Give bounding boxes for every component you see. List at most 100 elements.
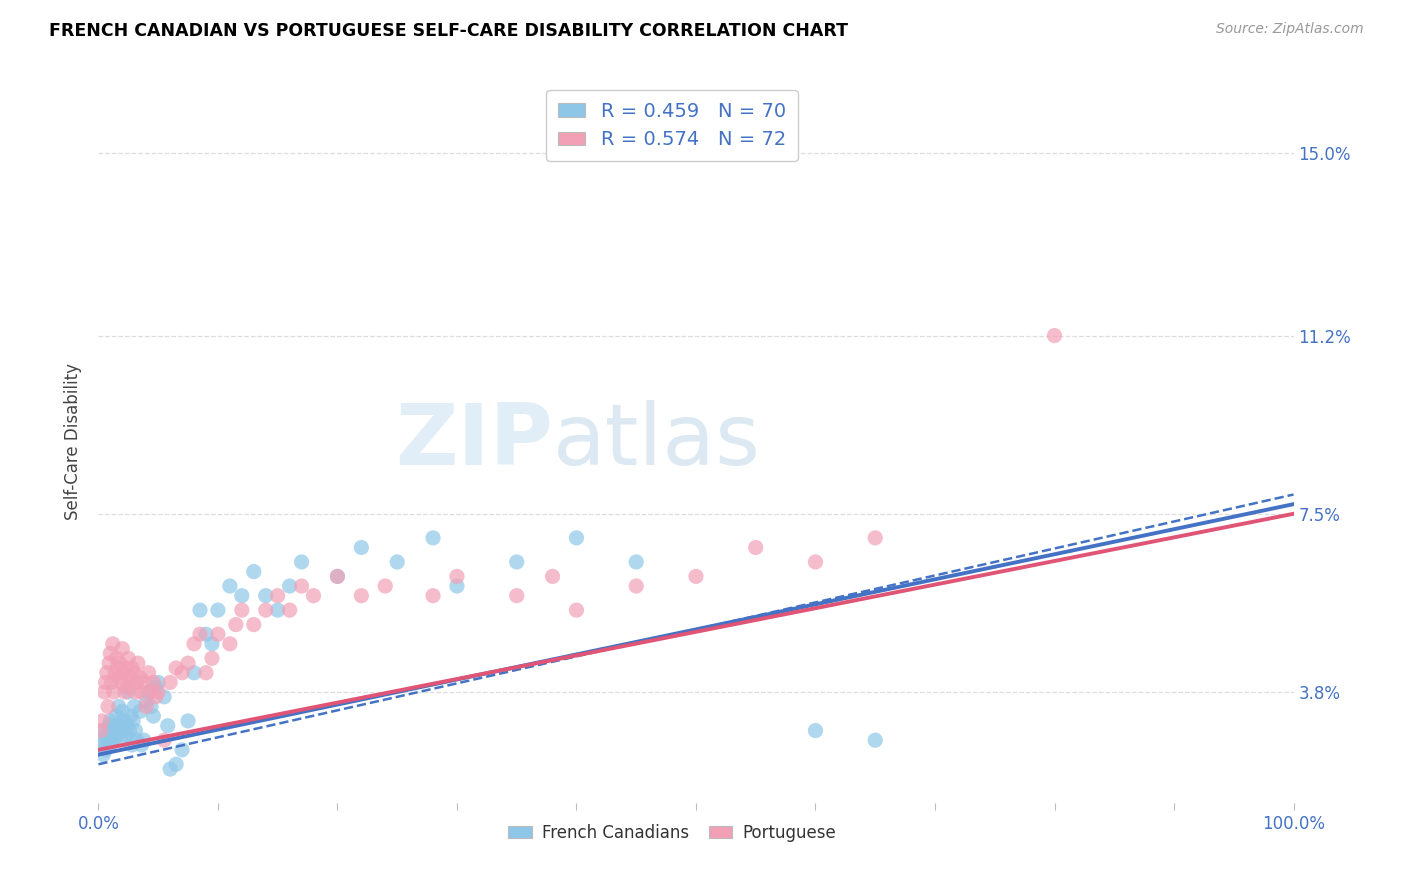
Point: [446, 579, 468, 593]
Point: [90, 723, 112, 738]
Point: [207, 603, 229, 617]
Point: [97, 699, 120, 714]
Point: [225, 617, 247, 632]
Point: [93, 723, 115, 738]
Point: [506, 555, 529, 569]
Point: [148, 685, 170, 699]
Point: [148, 675, 170, 690]
Point: [254, 589, 277, 603]
Point: [291, 579, 314, 593]
Point: [112, 665, 135, 680]
Point: [626, 555, 648, 569]
Point: [100, 728, 122, 742]
Point: [96, 728, 118, 742]
Point: [254, 603, 277, 617]
Point: [267, 603, 290, 617]
Point: [104, 665, 127, 680]
Point: [177, 656, 200, 670]
Point: [145, 680, 167, 694]
Point: [201, 637, 224, 651]
Point: [131, 738, 153, 752]
Text: Source: ZipAtlas.com: Source: ZipAtlas.com: [1216, 22, 1364, 37]
Point: [129, 671, 152, 685]
Point: [541, 569, 564, 583]
Point: [685, 569, 707, 583]
Point: [219, 579, 242, 593]
Point: [93, 685, 115, 699]
Point: [105, 728, 128, 742]
Point: [108, 656, 131, 670]
Point: [118, 675, 141, 690]
Point: [98, 647, 122, 661]
Point: [101, 637, 124, 651]
Point: [195, 665, 218, 680]
Point: [165, 757, 187, 772]
Point: [115, 680, 138, 694]
Point: [231, 603, 253, 617]
Point: [91, 714, 114, 728]
Point: [103, 733, 125, 747]
Point: [98, 714, 122, 728]
Point: [165, 661, 187, 675]
Point: [159, 675, 181, 690]
Point: [120, 709, 142, 723]
Point: [107, 699, 129, 714]
Point: [94, 743, 117, 757]
Point: [326, 569, 349, 583]
Point: [177, 714, 200, 728]
Point: [188, 627, 211, 641]
Point: [565, 603, 588, 617]
Point: [115, 728, 138, 742]
Legend: French Canadians, Portuguese: French Canadians, Portuguese: [502, 817, 842, 848]
Point: [98, 738, 122, 752]
Point: [131, 685, 153, 699]
Text: ZIP: ZIP: [395, 400, 553, 483]
Point: [107, 661, 129, 675]
Point: [124, 665, 146, 680]
Point: [97, 733, 120, 747]
Point: [94, 675, 117, 690]
Point: [153, 733, 176, 747]
Point: [745, 541, 768, 555]
Point: [96, 665, 118, 680]
Point: [111, 704, 134, 718]
Point: [142, 709, 165, 723]
Point: [422, 589, 444, 603]
Point: [124, 699, 146, 714]
Point: [135, 695, 157, 709]
Point: [804, 723, 827, 738]
Point: [804, 555, 827, 569]
Point: [101, 723, 124, 738]
Point: [326, 569, 349, 583]
Point: [219, 637, 242, 651]
Point: [127, 656, 149, 670]
Point: [122, 714, 145, 728]
Point: [124, 685, 146, 699]
Point: [350, 589, 373, 603]
Point: [138, 685, 160, 699]
Point: [107, 723, 129, 738]
Point: [114, 685, 136, 699]
Point: [125, 675, 148, 690]
Point: [207, 627, 229, 641]
Point: [91, 747, 114, 762]
Point: [374, 579, 396, 593]
Point: [129, 704, 152, 718]
Point: [201, 651, 224, 665]
Point: [865, 531, 887, 545]
Point: [120, 671, 142, 685]
Point: [90, 738, 112, 752]
Point: [172, 743, 194, 757]
Point: [183, 637, 205, 651]
Point: [243, 565, 266, 579]
Point: [142, 675, 165, 690]
Point: [121, 661, 143, 675]
Point: [1043, 328, 1066, 343]
Point: [98, 656, 121, 670]
Point: [103, 685, 125, 699]
Point: [104, 719, 127, 733]
Point: [385, 555, 409, 569]
Point: [153, 690, 176, 704]
Point: [132, 675, 155, 690]
Point: [135, 699, 157, 714]
